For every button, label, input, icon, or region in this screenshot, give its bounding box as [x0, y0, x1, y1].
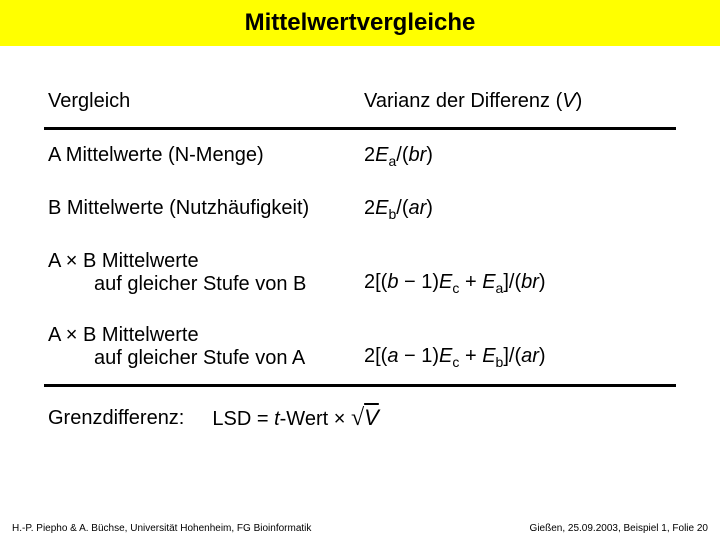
r4-var: ar	[521, 345, 539, 367]
r4-suffix: )	[539, 345, 546, 367]
header-left: Vergleich	[44, 76, 360, 129]
r2-mid: /(	[396, 197, 408, 219]
r1-var: br	[408, 144, 426, 166]
row4-left: A × B Mittelwerte auf gleicher Stufe von…	[44, 310, 360, 386]
r4-left-line2: auf gleicher Stufe von A	[48, 347, 356, 370]
row1-left: A Mittelwerte (N-Menge)	[44, 129, 360, 184]
r3-plus: +	[459, 271, 482, 293]
row4-right: 2[(a − 1)Ec + Eb]/(ar)	[360, 310, 676, 386]
title-bar: Mittelwertvergleiche	[0, 0, 720, 46]
slide: Mittelwertvergleiche Vergleich Varianz d…	[0, 0, 720, 540]
row3-right: 2[(b − 1)Ec + Ea]/(br)	[360, 236, 676, 310]
header-right-prefix: Varianz der Differenz (	[364, 90, 562, 112]
grenzdifferenz-line: Grenzdifferenz: LSD = t-Wert × √V	[44, 405, 676, 432]
slide-title: Mittelwertvergleiche	[245, 9, 476, 37]
r4-minus: − 1)	[398, 345, 439, 367]
grenz-label: Grenzdifferenz:	[48, 407, 184, 430]
r3-suffix: )	[539, 271, 546, 293]
content-area: Vergleich Varianz der Differenz (V) A Mi…	[0, 46, 720, 432]
r1-suffix: )	[426, 144, 433, 166]
r3-prefix: 2[(	[364, 271, 387, 293]
r1-mid: /(	[396, 144, 408, 166]
r3-b: b	[387, 271, 398, 293]
footer-right: Gießen, 25.09.2003, Beispiel 1, Folie 20	[530, 523, 708, 534]
r4-left-line1: A × B Mittelwerte	[48, 324, 199, 346]
table-row: B Mittelwerte (Nutzhäufigkeit) 2Eb/(ar)	[44, 183, 676, 236]
row2-right: 2Eb/(ar)	[360, 183, 676, 236]
r2-E: E	[375, 197, 388, 219]
grenz-V: V	[364, 405, 379, 430]
r3-left-line1: A × B Mittelwerte	[48, 250, 199, 272]
footer-left: H.-P. Piepho & A. Büchse, Universität Ho…	[12, 523, 311, 534]
r4-E2: E	[482, 345, 495, 367]
table-row: A Mittelwerte (N-Menge) 2Ea/(br)	[44, 129, 676, 184]
r1-prefix: 2	[364, 144, 375, 166]
comparison-table: Vergleich Varianz der Differenz (V) A Mi…	[44, 76, 676, 387]
r3-E1: E	[439, 271, 452, 293]
sqrt-icon: √	[351, 405, 364, 431]
r4-b: a	[387, 345, 398, 367]
footer: H.-P. Piepho & A. Büchse, Universität Ho…	[0, 523, 720, 534]
grenz-prefix: LSD =	[212, 408, 274, 430]
r4-close: ]/(	[503, 345, 521, 367]
r2-var: ar	[408, 197, 426, 219]
r4-E1: E	[439, 345, 452, 367]
r4-plus: +	[459, 345, 482, 367]
row2-left: B Mittelwerte (Nutzhäufigkeit)	[44, 183, 360, 236]
r2-prefix: 2	[364, 197, 375, 219]
grenz-formula: LSD = t-Wert × √V	[212, 405, 378, 432]
r3-E2: E	[482, 271, 495, 293]
header-right-suffix: )	[576, 90, 583, 112]
grenz-wert: -Wert ×	[280, 408, 351, 430]
row1-right: 2Ea/(br)	[360, 129, 676, 184]
r4-prefix: 2[(	[364, 345, 387, 367]
r3-minus: − 1)	[398, 271, 439, 293]
header-right: Varianz der Differenz (V)	[360, 76, 676, 129]
r2-suffix: )	[426, 197, 433, 219]
r3-left-line2: auf gleicher Stufe von B	[48, 273, 356, 296]
header-right-var: V	[562, 90, 575, 112]
r1-E: E	[375, 144, 388, 166]
r3-close: ]/(	[503, 271, 521, 293]
table-row: A × B Mittelwerte auf gleicher Stufe von…	[44, 310, 676, 386]
table-header-row: Vergleich Varianz der Differenz (V)	[44, 76, 676, 129]
row3-left: A × B Mittelwerte auf gleicher Stufe von…	[44, 236, 360, 310]
r3-var: br	[521, 271, 539, 293]
table-row: A × B Mittelwerte auf gleicher Stufe von…	[44, 236, 676, 310]
